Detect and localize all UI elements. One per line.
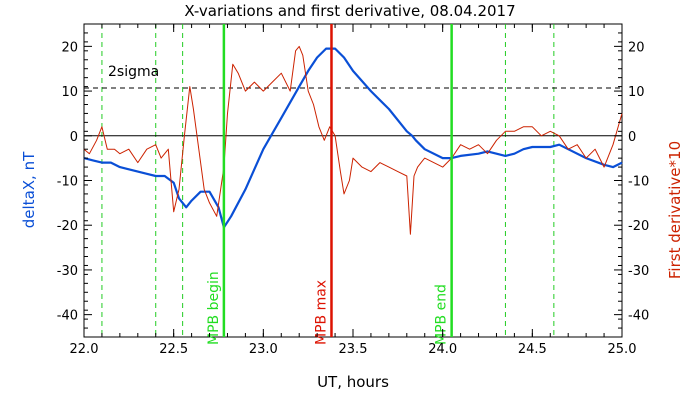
dashed-markers [101, 24, 555, 337]
x-axis-label: UT, hours [317, 373, 389, 391]
y-tick-label-right-2: 0 [628, 130, 636, 145]
y-axis-label-right: First derivative*10 [666, 141, 684, 279]
y-axis-label-left: deltaX, nT [20, 151, 38, 228]
y-tick-label-left-4: -20 [57, 219, 78, 234]
mpb-markers: MPB begin MPB max MPB end [206, 24, 453, 345]
x-tick-label-2: 23.0 [249, 342, 278, 357]
y-tick-label-left-5: -30 [57, 264, 78, 279]
x-tick-label-1: 22.5 [159, 342, 188, 357]
axis-ticks: 22.0 22.5 23.0 23.5 24.0 24.5 25.0 20 20 10 10 0 0 -1… [57, 23, 649, 357]
y-tick-label-left-0: 20 [61, 40, 78, 55]
y-tick-label-right-3: -10 [628, 175, 649, 190]
y-tick-label-left-6: -40 [57, 309, 78, 324]
y-tick-label-right-6: -40 [628, 309, 649, 324]
x-tick-label-5: 24.5 [518, 342, 547, 357]
series-line-derivative [83, 45, 623, 235]
reference-lines [84, 87, 622, 137]
y-tick-label-left-2: 0 [70, 130, 78, 145]
y-tick-label-left-3: -10 [57, 175, 78, 190]
chart-title: X-variations and first derivative, 08.04… [184, 2, 515, 20]
y-tick-label-right-5: -30 [628, 264, 649, 279]
x-tick-label-0: 22.0 [70, 342, 99, 357]
y-tick-label-right-1: 10 [628, 85, 645, 100]
x-tick-label-4: 24.0 [428, 342, 457, 357]
x-tick-label-3: 23.5 [339, 342, 368, 357]
y-tick-label-right-0: 20 [628, 40, 645, 55]
x-tick-label-6: 25.0 [608, 342, 637, 357]
y-tick-label-right-4: -20 [628, 219, 649, 234]
y-tick-label-left-1: 10 [61, 85, 78, 100]
series-lines [83, 45, 623, 235]
mpb-marker-label-1: MPB max [313, 280, 329, 345]
series-line-deltax [83, 47, 623, 229]
threshold-label: 2sigma [108, 64, 159, 80]
mpb-marker-label-0: MPB begin [206, 271, 222, 345]
mpb-marker-label-2: MPB end [434, 284, 450, 345]
